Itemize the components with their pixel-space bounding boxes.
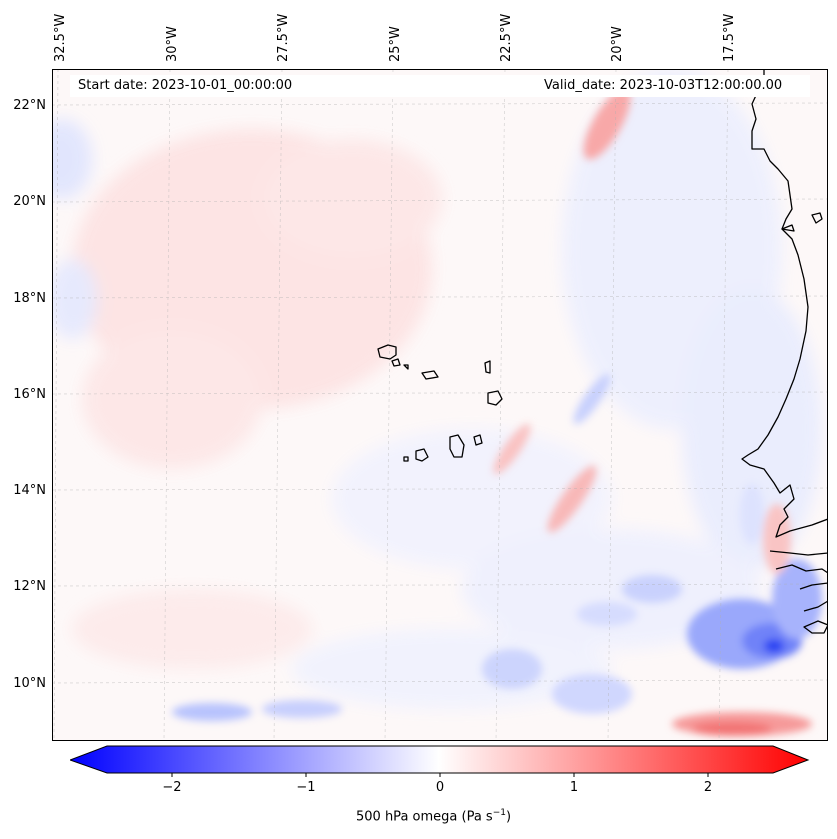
colorbar-tick-label: −2 bbox=[162, 780, 182, 795]
header-strip bbox=[70, 75, 810, 97]
colorbar-tick-label: 1 bbox=[569, 780, 579, 795]
omega-field bbox=[52, 69, 822, 736]
lon-label: 20°W bbox=[610, 26, 625, 62]
colorbar-tick-label: 2 bbox=[703, 780, 713, 795]
lon-label: 30°W bbox=[165, 26, 180, 62]
colorbar-label-exponent: −1 bbox=[492, 808, 506, 818]
coastline bbox=[377, 69, 828, 634]
lat-label: 16°N bbox=[13, 387, 46, 402]
colorbar-label: 500 hPa omega (Pa s−1) bbox=[356, 808, 511, 824]
colorbar-ticks bbox=[171, 773, 709, 777]
start-date: Start date: 2023-10-01_00:00:00 bbox=[78, 78, 293, 93]
colorbar-label-text: 500 hPa omega (Pa s bbox=[356, 809, 493, 825]
lon-label: 22.5°W bbox=[499, 13, 514, 62]
lat-label: 10°N bbox=[13, 676, 46, 691]
lon-label: 27.5°W bbox=[276, 13, 291, 62]
colorbar-tick-label: 0 bbox=[435, 780, 445, 795]
colorbar-tick-label: −1 bbox=[296, 780, 316, 795]
lon-label: 17.5°W bbox=[722, 13, 737, 62]
lat-label: 18°N bbox=[13, 291, 46, 306]
lon-label: 32.5°W bbox=[53, 13, 68, 62]
graticule bbox=[52, 69, 828, 741]
lon-label: 25°W bbox=[388, 26, 403, 62]
lat-label: 14°N bbox=[13, 483, 46, 498]
colorbar bbox=[70, 745, 810, 777]
valid-date: Valid_date: 2023-10-03T12:00:00.00 bbox=[544, 78, 783, 93]
lat-label: 22°N bbox=[13, 98, 46, 113]
map-panel bbox=[52, 69, 828, 741]
lat-label: 12°N bbox=[13, 579, 46, 594]
colorbar-label-suffix: ) bbox=[505, 809, 512, 825]
lat-label: 20°N bbox=[13, 194, 46, 209]
